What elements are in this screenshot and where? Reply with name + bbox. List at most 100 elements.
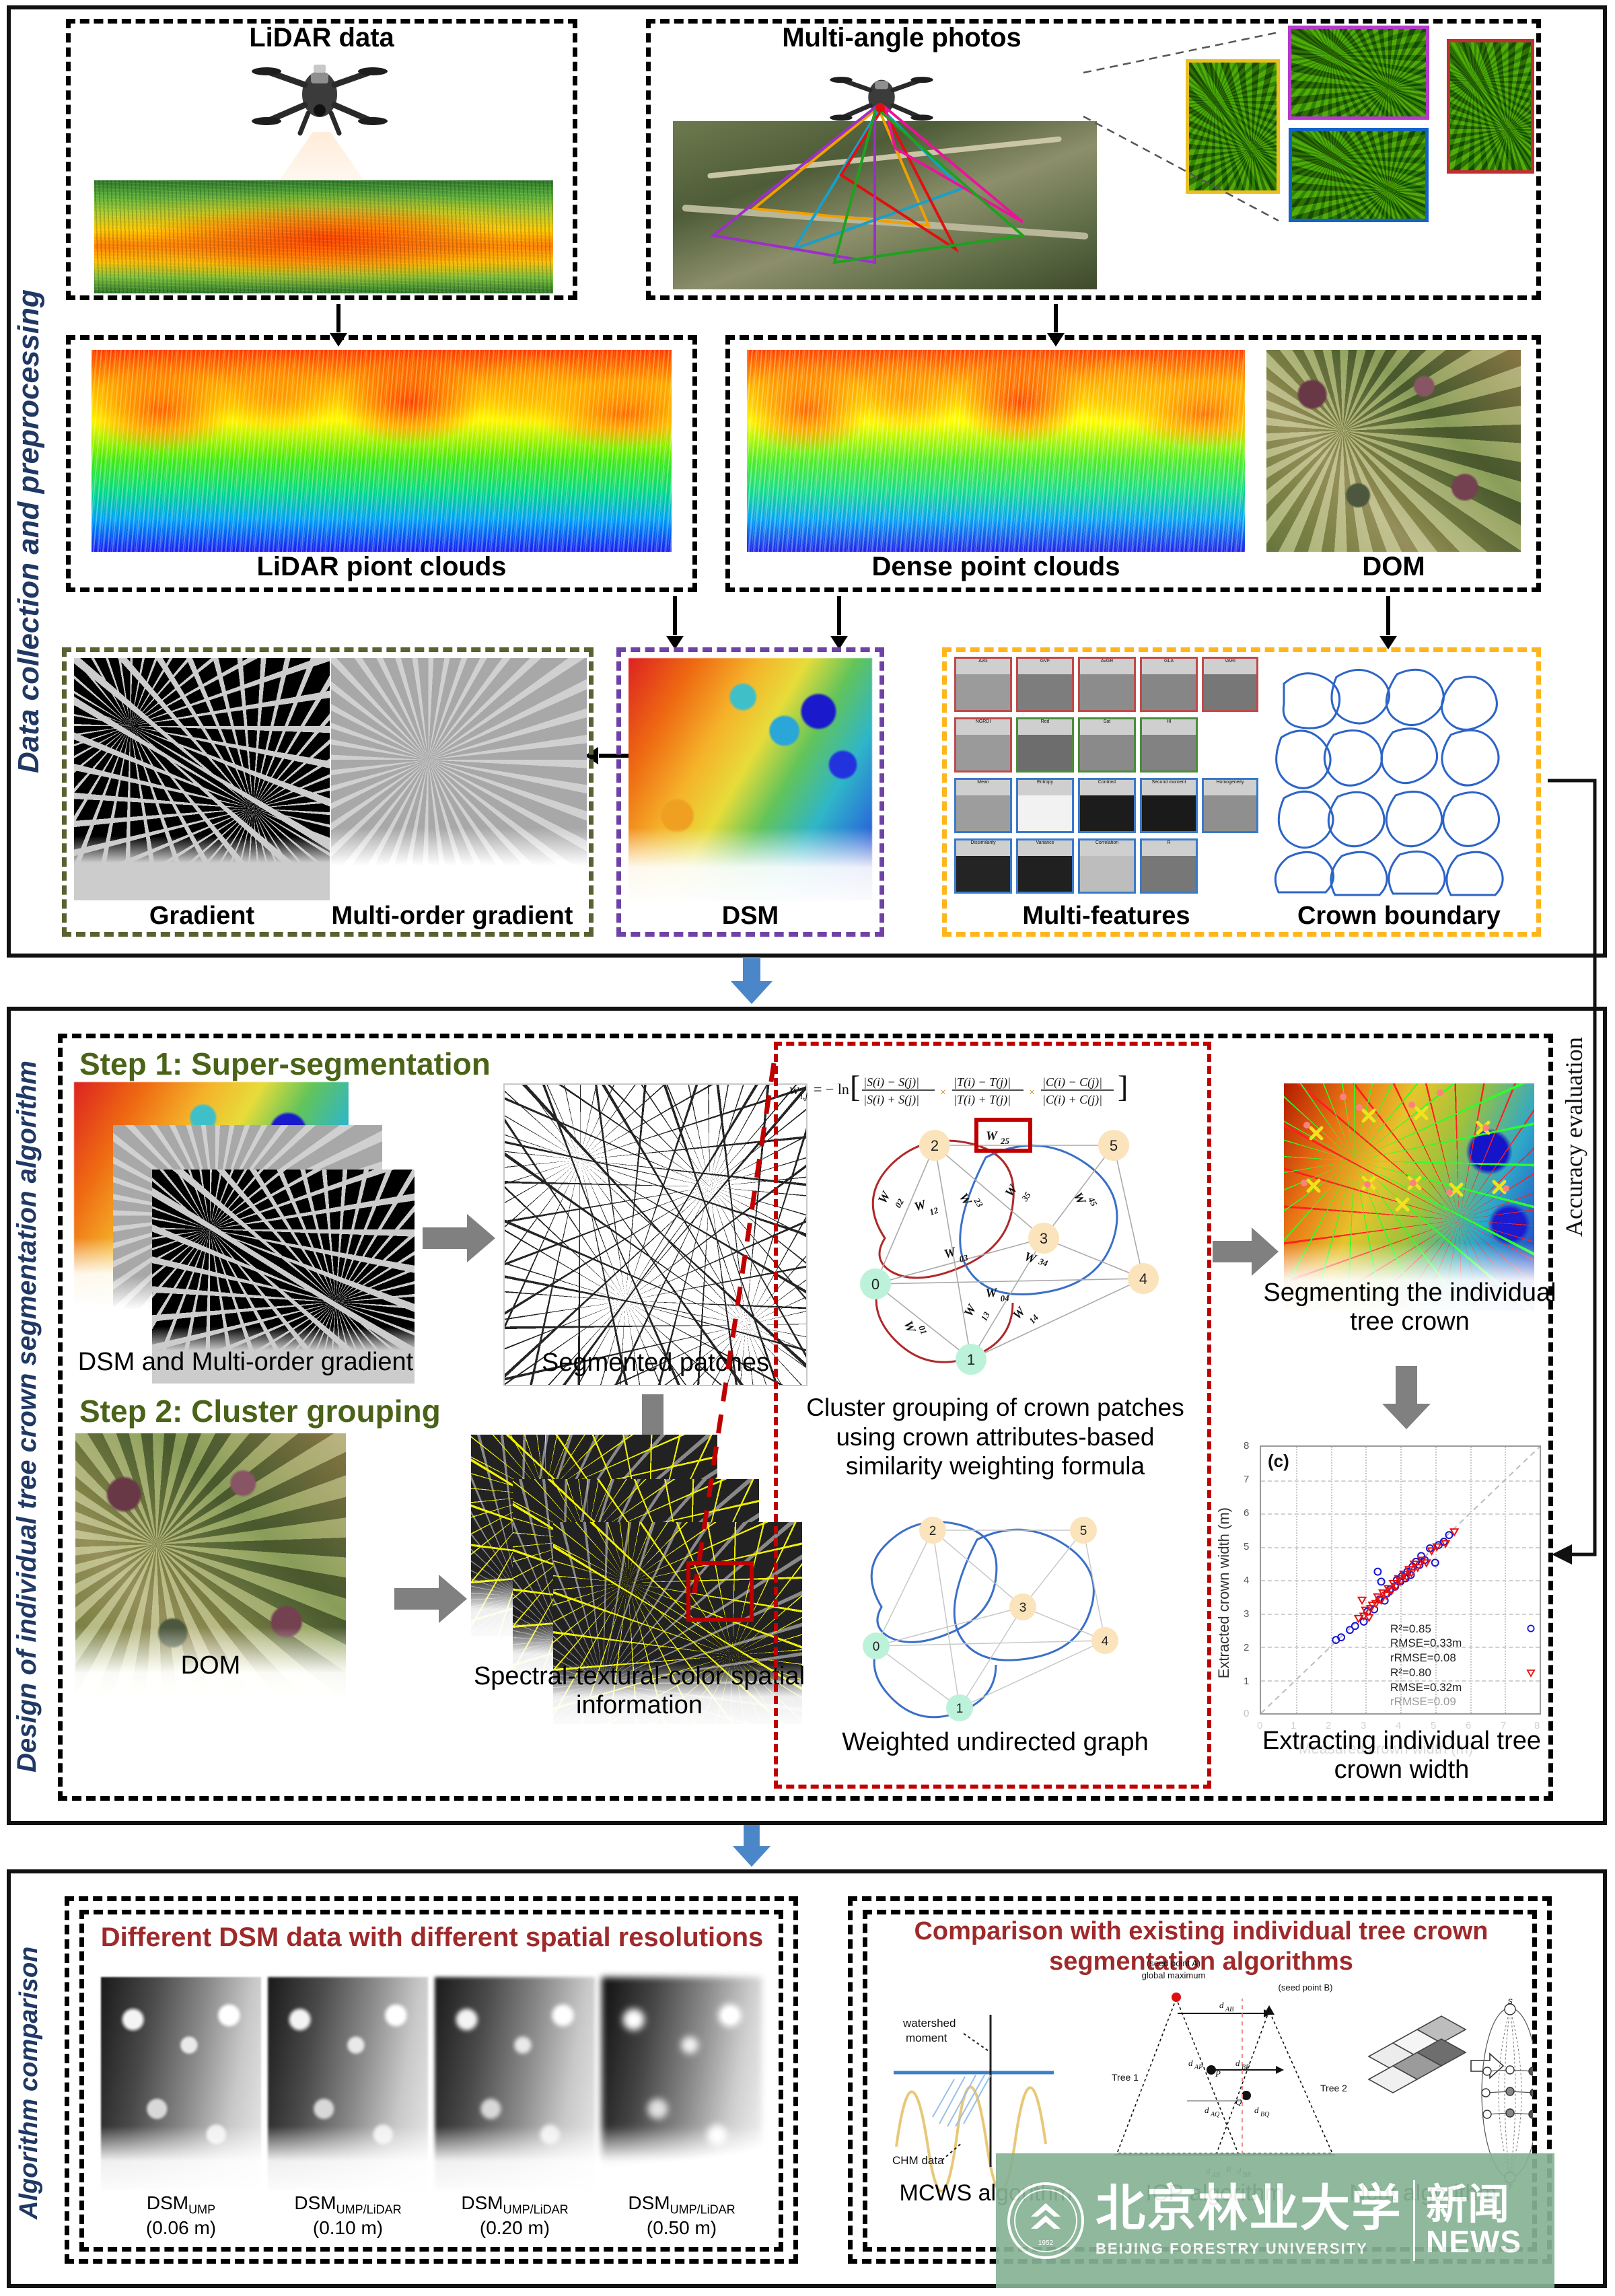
scatter-point (1346, 1626, 1354, 1635)
scatter-point (1377, 1589, 1388, 1598)
plot-ylabel: Extracted crown width (m) (1215, 1507, 1232, 1679)
arrow-to-crownboundary (1386, 596, 1390, 635)
gradient-caption: Gradient (149, 902, 255, 930)
stage-3-left-box (65, 1896, 798, 2264)
xtick-3: 3 (1361, 1720, 1367, 1731)
cluster-grouping-caption: Cluster grouping of crown patches using … (789, 1393, 1202, 1481)
svg-text:04: 04 (1000, 1293, 1010, 1303)
stage-2-side-label: Design of individual tree crown segmenta… (12, 1061, 42, 1772)
scatter-point (1432, 1543, 1442, 1552)
drone-icon (252, 65, 388, 136)
svg-text:14: 14 (1027, 1312, 1040, 1326)
gradient-box (62, 647, 594, 937)
xtick-7: 7 (1501, 1720, 1507, 1731)
dsm-image (629, 658, 872, 900)
svg-text:w: w (789, 1081, 799, 1098)
mf-label: Variance (1018, 840, 1072, 856)
arrow-to-gradient (673, 596, 677, 635)
dsm-resolution-caption-1: DSMUMP (0.06 m) (101, 2192, 261, 2239)
step-1-title: Step 1: Super-segmentation (79, 1046, 491, 1081)
scatter-point (1351, 1622, 1359, 1630)
crown-markers (1301, 1089, 1509, 1212)
svg-text:45: 45 (1086, 1194, 1100, 1208)
plot-xlabel: Measured crown width (m) (1299, 1740, 1474, 1757)
svg-text:25: 25 (1000, 1136, 1010, 1146)
svg-text:d: d (1205, 2105, 1209, 2115)
mf-label: VARI (1204, 659, 1256, 674)
dense-clouds-dom-box (725, 335, 1541, 592)
legend-marker-red (1526, 1669, 1536, 1678)
scatter-point (1391, 1582, 1401, 1591)
xtick-4: 4 (1396, 1720, 1402, 1731)
arrow-to-spectral (394, 1575, 467, 1623)
legend-marker-blue (1527, 1624, 1535, 1633)
step-2-title: Step 2: Cluster grouping (79, 1394, 441, 1429)
mf-label: R (1142, 840, 1196, 856)
xtick-0: 0 (1257, 1720, 1263, 1731)
svg-text:13: 13 (978, 1310, 992, 1322)
svg-text:12: 12 (928, 1205, 939, 1217)
scatter-point (1406, 1571, 1415, 1579)
dsm-multiorder-caption-text: DSM and Multi-order gradient (77, 1348, 414, 1376)
scatter-point (1412, 1564, 1423, 1573)
svg-text:4: 4 (1139, 1270, 1147, 1287)
scatter-point (1359, 1617, 1368, 1626)
photo-thumbnail-1 (1288, 26, 1429, 120)
dsm-name-4: DSM (628, 2192, 670, 2213)
watermark-banner: 1952 北京林业大学 BEIJING FORESTRY UNIVERSITY … (996, 2153, 1554, 2288)
scatter-point (1406, 1569, 1416, 1578)
edge-label-w25: W (986, 1129, 998, 1143)
similarity-weighting-formula: w i,j = − ln [ |S(i) − S(j)| |S(i) + S(j… (782, 1061, 1206, 1117)
mf-label: Mean (956, 780, 1010, 795)
arrow-to-scatter (1382, 1366, 1431, 1429)
svg-text:02: 02 (893, 1196, 906, 1209)
svg-text:35: 35 (1019, 1190, 1033, 1203)
scatter-point (1373, 1567, 1382, 1576)
ytick-7: 7 (1244, 1474, 1250, 1485)
arrow-stage2-to-stage3 (732, 1825, 771, 1867)
multi-order-gradient-image (331, 658, 587, 900)
photo-thumbnail-4 (1289, 128, 1429, 222)
extract-crownwidth-caption-text: Extracting individual tree crown width (1262, 1727, 1541, 1784)
drone-icon-2 (830, 77, 933, 121)
ncut-node-s: S (1507, 1999, 1513, 2006)
annotation-r2-red: R²=0.80 (1390, 1665, 1431, 1679)
svg-text:W: W (875, 1188, 894, 1206)
arrow-lidar-down (336, 304, 340, 332)
dom-caption-stage1: DOM (1362, 552, 1425, 581)
dsm-name-1: DSM (146, 2192, 189, 2213)
svg-text:|T(i) − T(j)|: |T(i) − T(j)| (954, 1075, 1011, 1089)
dsm-res-2: (0.10 m) (312, 2217, 384, 2238)
arrow-to-segmented-patches (423, 1214, 495, 1262)
svg-text:4: 4 (1102, 1635, 1109, 1649)
segmenting-caption: Segmenting the individual tree crown (1252, 1279, 1568, 1336)
extract-crownwidth-caption: Extracting individual tree crown width (1237, 1727, 1567, 1784)
svg-text:23: 23 (972, 1196, 985, 1209)
svg-text:P: P (1215, 2069, 1221, 2079)
svg-text:34: 34 (1037, 1256, 1049, 1268)
spectral-caption-text: Spectral-textural-color spatial informat… (473, 1662, 805, 1719)
multi-angle-photos-title: Multi-angle photos (782, 23, 1021, 52)
stage-3-side-label: Algorithm comparison (15, 1946, 43, 2219)
dom-image-stage1 (1266, 350, 1521, 552)
scatter-point (1376, 1596, 1386, 1606)
xtick-6: 6 (1466, 1720, 1472, 1731)
svg-text:[: [ (850, 1069, 860, 1104)
watermark-cn-name: 北京林业大学 (1096, 2180, 1402, 2236)
dsm-sub-1: UMP (188, 2202, 216, 2217)
scatter-point (1364, 1614, 1374, 1622)
scatter-point (1361, 1606, 1371, 1615)
spectral-caption: Spectral-textural-color spatial informat… (464, 1662, 814, 1719)
segmenting-caption-text: Segmenting the individual tree crown (1263, 1279, 1556, 1336)
mf-label: Correlation (1080, 840, 1134, 856)
ncut-diagram: S T (1367, 1999, 1533, 2192)
svg-text:2: 2 (929, 1524, 937, 1538)
svg-text:W: W (956, 1191, 974, 1209)
svg-text:AQ: AQ (1210, 2111, 1220, 2118)
mcws-diagram: watershed moment CHM data (892, 2015, 1054, 2193)
svg-text:5: 5 (1080, 1524, 1087, 1538)
dsm-resolution-caption-4: DSMUMP/LiDAR (0.50 m) (602, 2192, 762, 2239)
ytick-1: 1 (1244, 1676, 1250, 1687)
ytick-8: 8 (1244, 1440, 1250, 1451)
xtick-5: 5 (1431, 1720, 1437, 1731)
